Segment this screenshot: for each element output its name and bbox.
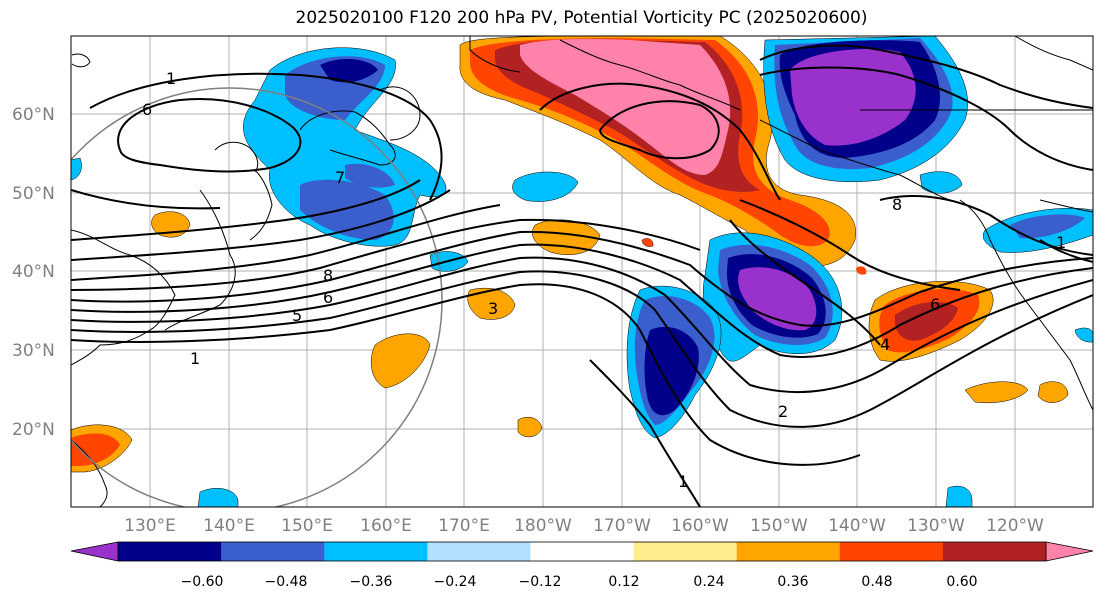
coastlines xyxy=(71,36,1093,507)
contour-label: 6 xyxy=(930,295,940,314)
colorbar-segment xyxy=(942,542,1047,561)
range-circle xyxy=(71,87,443,507)
lat-label: 20°N xyxy=(12,420,55,440)
contour-label: 2 xyxy=(778,402,788,421)
colorbar-tick-label: −0.60 xyxy=(181,574,224,590)
lat-label: 60°N xyxy=(12,105,55,125)
contour-label: 1 xyxy=(1056,233,1066,252)
colorbar-tick-label: −0.48 xyxy=(265,574,308,590)
contour-label: 8 xyxy=(323,266,333,285)
lon-label: 130°W xyxy=(907,516,965,536)
contour-labels: 1 6 7 8 6 5 1 3 2 1 8 6 4 1 xyxy=(142,69,1066,491)
colorbar-tick-label: −0.36 xyxy=(350,574,393,590)
colorbar-segment xyxy=(427,542,531,561)
negative-anomaly-gulf-of-alaska xyxy=(763,36,968,183)
colorbar-tick-label: 0.48 xyxy=(861,574,892,590)
latitude-labels: 60°N 50°N 40°N 30°N 20°N xyxy=(12,105,55,440)
colorbar-tick-label: 0.12 xyxy=(608,574,639,590)
contour-label: 1 xyxy=(678,472,688,491)
colorbar-tick-label: −0.24 xyxy=(434,574,477,590)
contour-label: 1 xyxy=(166,69,176,88)
contour-label: 4 xyxy=(880,335,890,354)
colorbar-segment xyxy=(839,542,944,561)
contour-label: 3 xyxy=(488,299,498,318)
colorbar-tick-label: 0.36 xyxy=(777,574,808,590)
colorbar-tick-label: −0.12 xyxy=(519,574,562,590)
lon-label: 160°W xyxy=(671,516,729,536)
colorbar-segment xyxy=(736,542,841,561)
colorbar-extend-min xyxy=(71,542,118,561)
contour-label: 5 xyxy=(292,306,302,325)
map-title: 2025020100 F120 200 hPa PV, Potential Vo… xyxy=(295,8,868,28)
negative-anomaly-nw-pacific xyxy=(243,47,447,247)
contour-label: 6 xyxy=(323,288,333,307)
colorbar-segment xyxy=(221,542,325,561)
lon-label: 140°E xyxy=(203,516,255,536)
colorbar-extend-max xyxy=(1046,542,1093,561)
colorbar: −0.60 −0.48 −0.36 −0.24 −0.12 0.12 0.24 … xyxy=(70,541,1094,590)
lat-label: 30°N xyxy=(12,341,55,361)
lon-label: 180°W xyxy=(514,516,572,536)
lat-label: 50°N xyxy=(12,184,55,204)
longitude-labels: 130°E 140°E 150°E 160°E 170°E 180°W 170°… xyxy=(124,516,1044,536)
small-anomaly-features xyxy=(71,157,1093,507)
lon-label: 160°E xyxy=(360,516,412,536)
colorbar-segment xyxy=(118,542,222,561)
map-frame xyxy=(70,35,1094,508)
contour-label: 7 xyxy=(335,168,345,187)
colorbar-tick-label: 0.60 xyxy=(946,574,977,590)
positive-anomaly-alaska xyxy=(459,36,857,267)
lon-label: 140°W xyxy=(828,516,886,536)
colorbar-segment xyxy=(530,542,635,561)
lat-label: 40°N xyxy=(12,262,55,282)
contour-label: 8 xyxy=(892,195,902,214)
pv-contours xyxy=(71,44,1093,507)
contour-label: 6 xyxy=(142,100,152,119)
colorbar-segment xyxy=(633,542,738,561)
lon-label: 120°W xyxy=(986,516,1044,536)
lon-label: 170°E xyxy=(438,516,490,536)
lon-label: 130°E xyxy=(124,516,176,536)
lon-label: 150°E xyxy=(281,516,333,536)
map-area: 1 6 7 8 6 5 1 3 2 1 8 6 4 1 xyxy=(71,36,1093,507)
colorbar-tick-label: 0.24 xyxy=(693,574,724,590)
lon-label: 150°W xyxy=(750,516,808,536)
lon-label: 170°W xyxy=(593,516,651,536)
contour-label: 1 xyxy=(190,349,200,368)
colorbar-segment xyxy=(324,542,428,561)
